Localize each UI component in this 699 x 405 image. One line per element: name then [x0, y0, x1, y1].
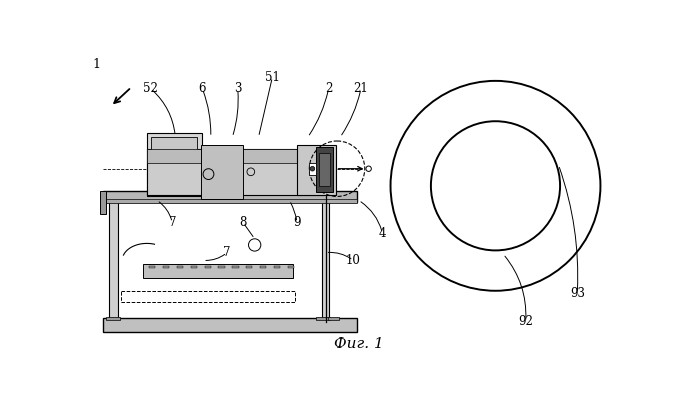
Bar	[322, 195, 329, 318]
Bar	[151, 137, 197, 160]
Bar	[149, 266, 155, 268]
Bar	[177, 266, 183, 268]
Bar	[219, 266, 224, 268]
Bar	[103, 199, 357, 202]
Text: 2: 2	[325, 82, 332, 95]
Text: 3: 3	[234, 82, 241, 95]
Bar	[191, 266, 197, 268]
Bar	[274, 266, 280, 268]
Bar	[205, 266, 211, 268]
Bar	[147, 149, 324, 162]
Text: 7: 7	[168, 216, 176, 229]
Text: 93: 93	[570, 287, 585, 300]
Bar	[316, 317, 330, 320]
Bar	[147, 133, 202, 196]
Text: 21: 21	[354, 82, 368, 95]
Text: 52: 52	[143, 82, 158, 95]
Bar	[308, 162, 316, 175]
Bar	[143, 264, 293, 278]
Bar	[316, 147, 333, 192]
Bar	[328, 317, 338, 320]
Bar	[122, 291, 295, 302]
Bar	[109, 195, 118, 318]
Text: 8: 8	[240, 216, 247, 229]
Text: Фиг. 1: Фиг. 1	[333, 337, 384, 351]
Bar	[297, 145, 336, 195]
Bar	[147, 149, 324, 195]
Text: 51: 51	[265, 70, 280, 83]
Text: 7: 7	[223, 246, 231, 259]
Bar	[163, 266, 169, 268]
Bar	[201, 145, 243, 199]
Text: 92: 92	[518, 315, 533, 328]
Bar	[103, 318, 357, 332]
Bar	[246, 266, 252, 268]
Text: 9: 9	[294, 216, 301, 229]
Bar	[319, 153, 330, 186]
Bar	[106, 317, 120, 320]
Text: 10: 10	[346, 254, 361, 267]
Bar	[103, 191, 357, 202]
Bar	[232, 266, 238, 268]
Text: 1: 1	[93, 58, 101, 70]
Text: 4: 4	[379, 227, 387, 240]
Bar	[100, 191, 106, 214]
Bar	[260, 266, 266, 268]
Text: 6: 6	[199, 82, 206, 95]
Bar	[288, 266, 294, 268]
Circle shape	[310, 166, 315, 171]
